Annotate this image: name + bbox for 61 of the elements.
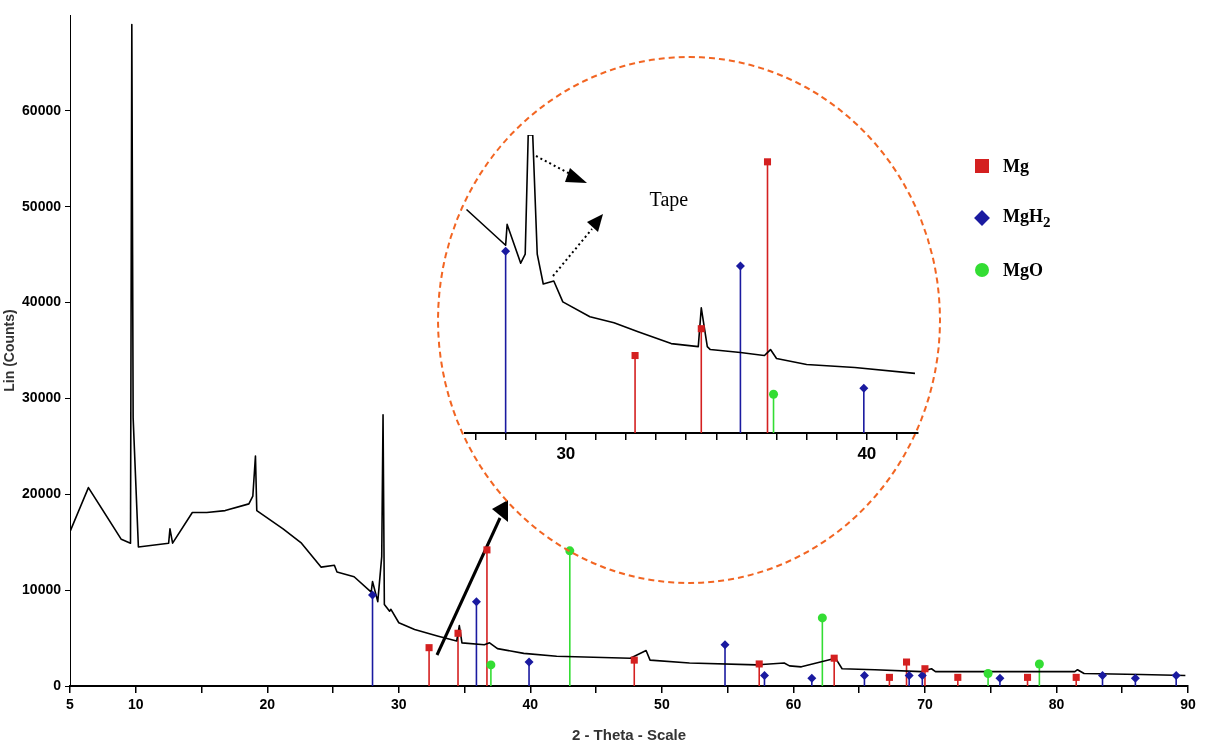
- x-tick-label: 70: [917, 696, 933, 713]
- point: [425, 644, 433, 652]
- y-tick-label: 0: [53, 676, 62, 693]
- legend-label: MgO: [1003, 259, 1043, 281]
- point: [759, 670, 769, 680]
- point: [859, 670, 869, 680]
- point: [904, 670, 914, 680]
- point: [720, 640, 730, 650]
- point: [917, 670, 927, 680]
- legend-label: Mg: [1003, 155, 1029, 177]
- point: [830, 654, 838, 662]
- point: [1098, 670, 1108, 680]
- x-tick-label: 80: [1048, 696, 1065, 713]
- point: [483, 546, 491, 554]
- point: [885, 673, 893, 681]
- x-tick-label: 30: [556, 443, 576, 463]
- y-tick-label: 50000: [22, 197, 62, 214]
- point: [735, 261, 745, 271]
- y-tick-label: 20000: [22, 485, 62, 502]
- y-tick-label: 40000: [22, 293, 62, 310]
- point: [501, 246, 511, 256]
- point: [471, 597, 481, 607]
- point: [902, 658, 911, 666]
- x-tick-label: 20: [259, 696, 276, 713]
- point: [763, 158, 772, 166]
- point: [368, 590, 378, 600]
- x-tick-label: 60: [785, 696, 802, 713]
- x-tick-label: 40: [857, 443, 877, 463]
- x-axis-title: 2 - Theta - Scale: [571, 726, 687, 744]
- point: [1130, 673, 1140, 683]
- point: [859, 383, 869, 393]
- point: [954, 673, 962, 681]
- point: [697, 325, 705, 333]
- point: [1171, 670, 1181, 680]
- point: [983, 669, 993, 679]
- annotation: Tape: [649, 187, 689, 211]
- x-tick-label: 40: [522, 696, 539, 713]
- y-tick-label: 30000: [22, 389, 62, 406]
- point: [631, 351, 639, 360]
- y-axis-title: Lin (Counts): [1, 309, 18, 392]
- point: [817, 613, 827, 623]
- point: [1034, 659, 1044, 669]
- y-tick-label: 60000: [22, 101, 62, 118]
- x-tick-label: 10: [127, 696, 144, 713]
- point: [1024, 673, 1032, 681]
- point: [524, 657, 534, 667]
- point: [454, 629, 462, 637]
- x-tick-label: 50: [654, 696, 670, 713]
- point: [769, 389, 779, 399]
- y-tick-label: 10000: [22, 581, 62, 597]
- point: [755, 660, 763, 668]
- x-tick-label: 30: [391, 696, 407, 713]
- point: [486, 660, 496, 670]
- x-tick-label: 90: [1180, 696, 1196, 713]
- x-tick-label: 5: [66, 696, 75, 713]
- point: [921, 665, 929, 673]
- point: [630, 656, 638, 664]
- point: [1072, 673, 1080, 681]
- point: [807, 673, 817, 683]
- point: [995, 673, 1005, 683]
- legend-label: MgH$_{2}$: [1003, 205, 1051, 231]
